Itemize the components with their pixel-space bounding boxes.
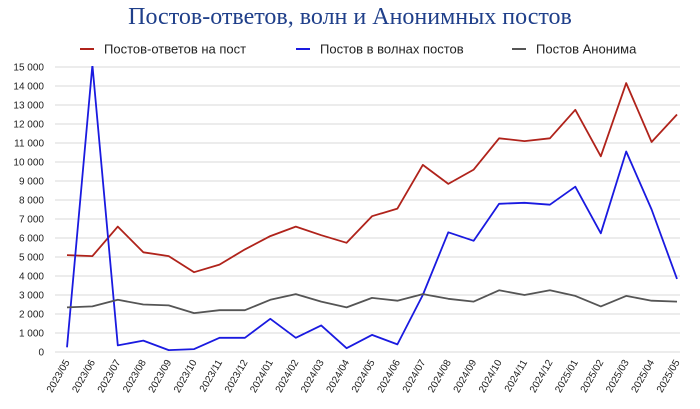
series-line-3 (66, 289, 678, 315)
x-tick-label: 2025/01 (553, 358, 581, 395)
y-tick-label: 10 000 (13, 158, 44, 169)
series-lines (66, 66, 678, 352)
x-tick-label: 2025/03 (604, 358, 632, 395)
legend-label: Постов-ответов на пост (104, 42, 246, 57)
x-tick-label: 2024/08 (426, 358, 454, 395)
x-tick-label: 2024/09 (452, 358, 480, 395)
x-tick-label: 2025/02 (579, 358, 607, 395)
legend: Постов-ответов на пост Постов в волнах по… (80, 42, 637, 57)
chart-title: Постов-ответов, волн и Анонимных постов (128, 4, 572, 30)
x-tick-label: 2023/11 (198, 358, 225, 395)
y-tick-label: 4 000 (19, 272, 44, 283)
x-tick-label: 2024/01 (248, 358, 276, 395)
y-tick-label: 6 000 (19, 234, 44, 245)
y-tick-label: 7 000 (19, 215, 44, 226)
x-tick-label: 2024/06 (375, 358, 403, 395)
y-tick-label: 0 (38, 348, 44, 359)
series-line-1 (66, 82, 678, 274)
x-tick-label: 2025/05 (655, 358, 683, 395)
series-line-2 (66, 66, 678, 352)
y-tick-label: 11 000 (14, 139, 44, 150)
x-tick-label: 2024/07 (401, 358, 429, 395)
y-tick-label: 12 000 (13, 120, 44, 131)
y-tick-label: 1 000 (19, 329, 44, 340)
x-tick-label: 2023/09 (147, 358, 175, 395)
x-tick-label: 2023/07 (96, 358, 124, 395)
y-tick-label: 8 000 (19, 196, 44, 207)
x-tick-label: 2024/10 (477, 358, 505, 395)
y-tick-label: 13 000 (13, 101, 44, 112)
y-tick-label: 9 000 (19, 177, 44, 188)
y-tick-label: 2 000 (19, 310, 44, 321)
x-tick-label: 2023/06 (70, 358, 98, 395)
x-tick-label: 2023/12 (223, 358, 251, 395)
x-tick-label: 2025/04 (630, 358, 658, 395)
y-axis-ticks: 0 1 000 2 000 3 000 4 000 5 000 6 000 7 000 8 00… (13, 63, 44, 359)
y-tick-label: 15 000 (13, 63, 44, 74)
y-tick-label: 14 000 (13, 82, 44, 93)
x-tick-label: 2023/08 (121, 358, 149, 395)
legend-label: Постов в волнах постов (320, 42, 464, 57)
x-axis-ticks: 2023/052023/062023/072023/082023/092023/… (45, 358, 683, 395)
x-tick-label: 2024/12 (528, 358, 556, 395)
x-tick-label: 2023/05 (45, 358, 73, 395)
legend-label: Постов Анонима (536, 42, 637, 57)
y-tick-label: 5 000 (19, 253, 44, 264)
x-tick-label: 2023/10 (172, 358, 200, 395)
x-tick-label: 2024/03 (299, 358, 327, 395)
x-tick-label: 2024/04 (325, 358, 353, 395)
y-tick-label: 3 000 (19, 291, 44, 302)
x-tick-label: 2024/05 (350, 358, 378, 395)
x-tick-label: 2024/02 (274, 358, 302, 395)
x-tick-label: 2024/11 (503, 358, 530, 395)
grid-lines (55, 66, 680, 353)
